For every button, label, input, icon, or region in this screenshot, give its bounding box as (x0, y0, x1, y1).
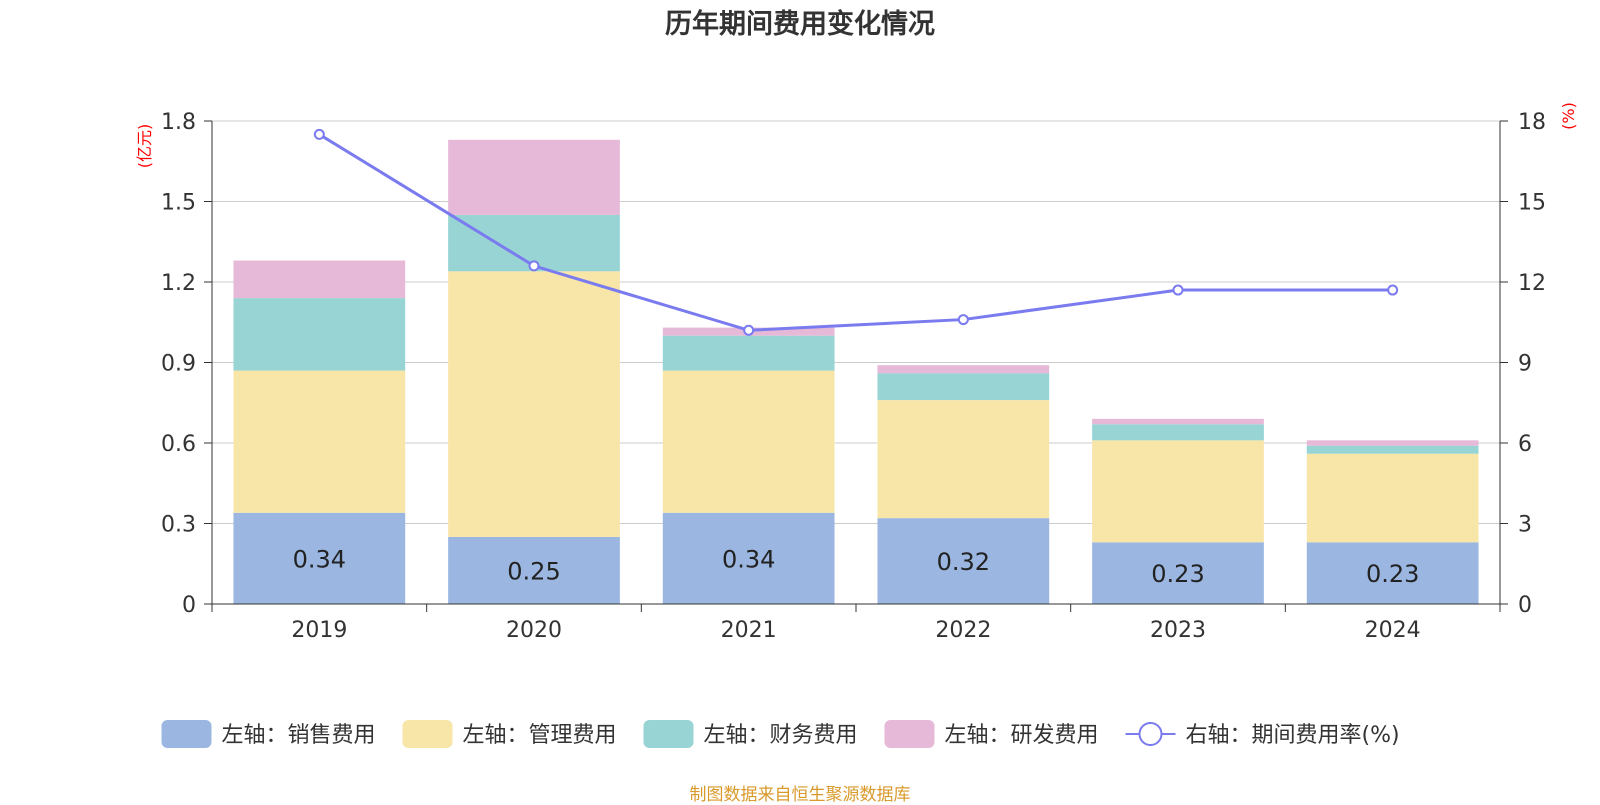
left-tick-label: 0.9 (161, 352, 196, 377)
legend-label: 左轴：财务费用 (704, 723, 858, 748)
bar-segment (1092, 424, 1264, 441)
bar-segment (1092, 542, 1264, 604)
x-tick-label: 2023 (1150, 618, 1206, 643)
x-tick-label: 2021 (721, 618, 777, 643)
x-tick-label: 2019 (291, 618, 347, 643)
legend-marker (1138, 722, 1163, 746)
left-tick-label: 1.8 (161, 110, 196, 135)
bar-data-label: 0.23 (1366, 560, 1419, 588)
chart-title: 历年期间费用变化情况 (665, 8, 935, 40)
bar-segment (877, 400, 1050, 519)
bar-segment (233, 512, 406, 604)
bar-segment (448, 139, 620, 215)
bar-segment (233, 370, 406, 513)
legend-swatch (643, 720, 694, 748)
line-point (957, 314, 969, 326)
right-axis-unit: (%) (1559, 102, 1578, 130)
left-tick-label: 0.6 (161, 432, 196, 457)
left-tick-label: 1.5 (161, 191, 196, 216)
bars: 0.34 0.25 0.34 0.32 0.23 0.23 (233, 139, 1479, 604)
right-tick-label: 18 (1518, 110, 1546, 135)
bar-segment (877, 373, 1050, 401)
bar-segment (662, 370, 835, 513)
x-tick-label: 2024 (1365, 618, 1421, 643)
legend-swatch (402, 720, 453, 748)
bar-segment (662, 512, 835, 604)
bar-segment (1306, 542, 1479, 604)
legend-label: 左轴：管理费用 (463, 723, 617, 748)
bar-segment (1306, 445, 1479, 454)
left-axis-unit: (亿元) (135, 124, 154, 169)
chart: 历年期间费用变化情况 (亿元) (%) 0.34 0.25 0.34 0.32 0.23… (135, 8, 1578, 748)
bar-data-label: 0.25 (507, 557, 560, 585)
line-point (1387, 284, 1399, 296)
left-tick-label: 0.3 (161, 513, 196, 538)
legend-label: 左轴：销售费用 (222, 723, 376, 748)
source-note: 制图数据来自恒生聚源数据库 (689, 785, 911, 805)
right-tick-label: 15 (1518, 191, 1546, 216)
legend: 左轴：销售费用 左轴：管理费用 左轴：财务费用 左轴：研发费用 右轴：期间费用率(%) (161, 720, 1400, 748)
bar-segment (448, 271, 620, 537)
bar-segment (1306, 453, 1479, 543)
bar-data-label: 0.32 (937, 548, 990, 576)
bar-segment (233, 260, 406, 299)
line-point (313, 128, 325, 140)
bar-segment (233, 298, 406, 371)
line-point (1172, 284, 1184, 296)
bar-segment (1092, 440, 1264, 543)
axes: 0 0.3 0.6 0.9 1.2 1.5 1.8 0 3 6 9 12 15 18 2019 2020 202… (161, 110, 1546, 643)
left-tick-label: 1.2 (161, 271, 196, 296)
bar-data-label: 0.23 (1151, 560, 1204, 588)
legend-swatch (884, 720, 935, 748)
right-tick-label: 6 (1518, 432, 1532, 457)
left-tick-label: 0 (182, 593, 196, 618)
bar-segment (877, 365, 1050, 374)
x-tick-label: 2020 (506, 618, 562, 643)
bar-data-label: 0.34 (722, 545, 775, 573)
right-tick-label: 12 (1518, 271, 1546, 296)
line-path (318, 133, 1393, 332)
bar-segment (1306, 440, 1479, 446)
bar-segment (1092, 418, 1264, 425)
x-tick-label: 2022 (935, 618, 991, 643)
line-point (743, 324, 755, 336)
bar-segment (448, 536, 620, 604)
legend-label: 左轴：研发费用 (945, 723, 1099, 748)
line-point (528, 260, 540, 272)
right-tick-label: 3 (1518, 513, 1532, 538)
bar-segment (662, 335, 835, 371)
line-series (313, 128, 1399, 336)
right-tick-label: 0 (1518, 593, 1532, 618)
legend-swatch (161, 720, 212, 748)
bar-segment (877, 518, 1050, 604)
right-tick-label: 9 (1518, 352, 1532, 377)
bar-data-label: 0.34 (293, 545, 346, 573)
legend-label: 右轴：期间费用率(%) (1186, 723, 1400, 748)
